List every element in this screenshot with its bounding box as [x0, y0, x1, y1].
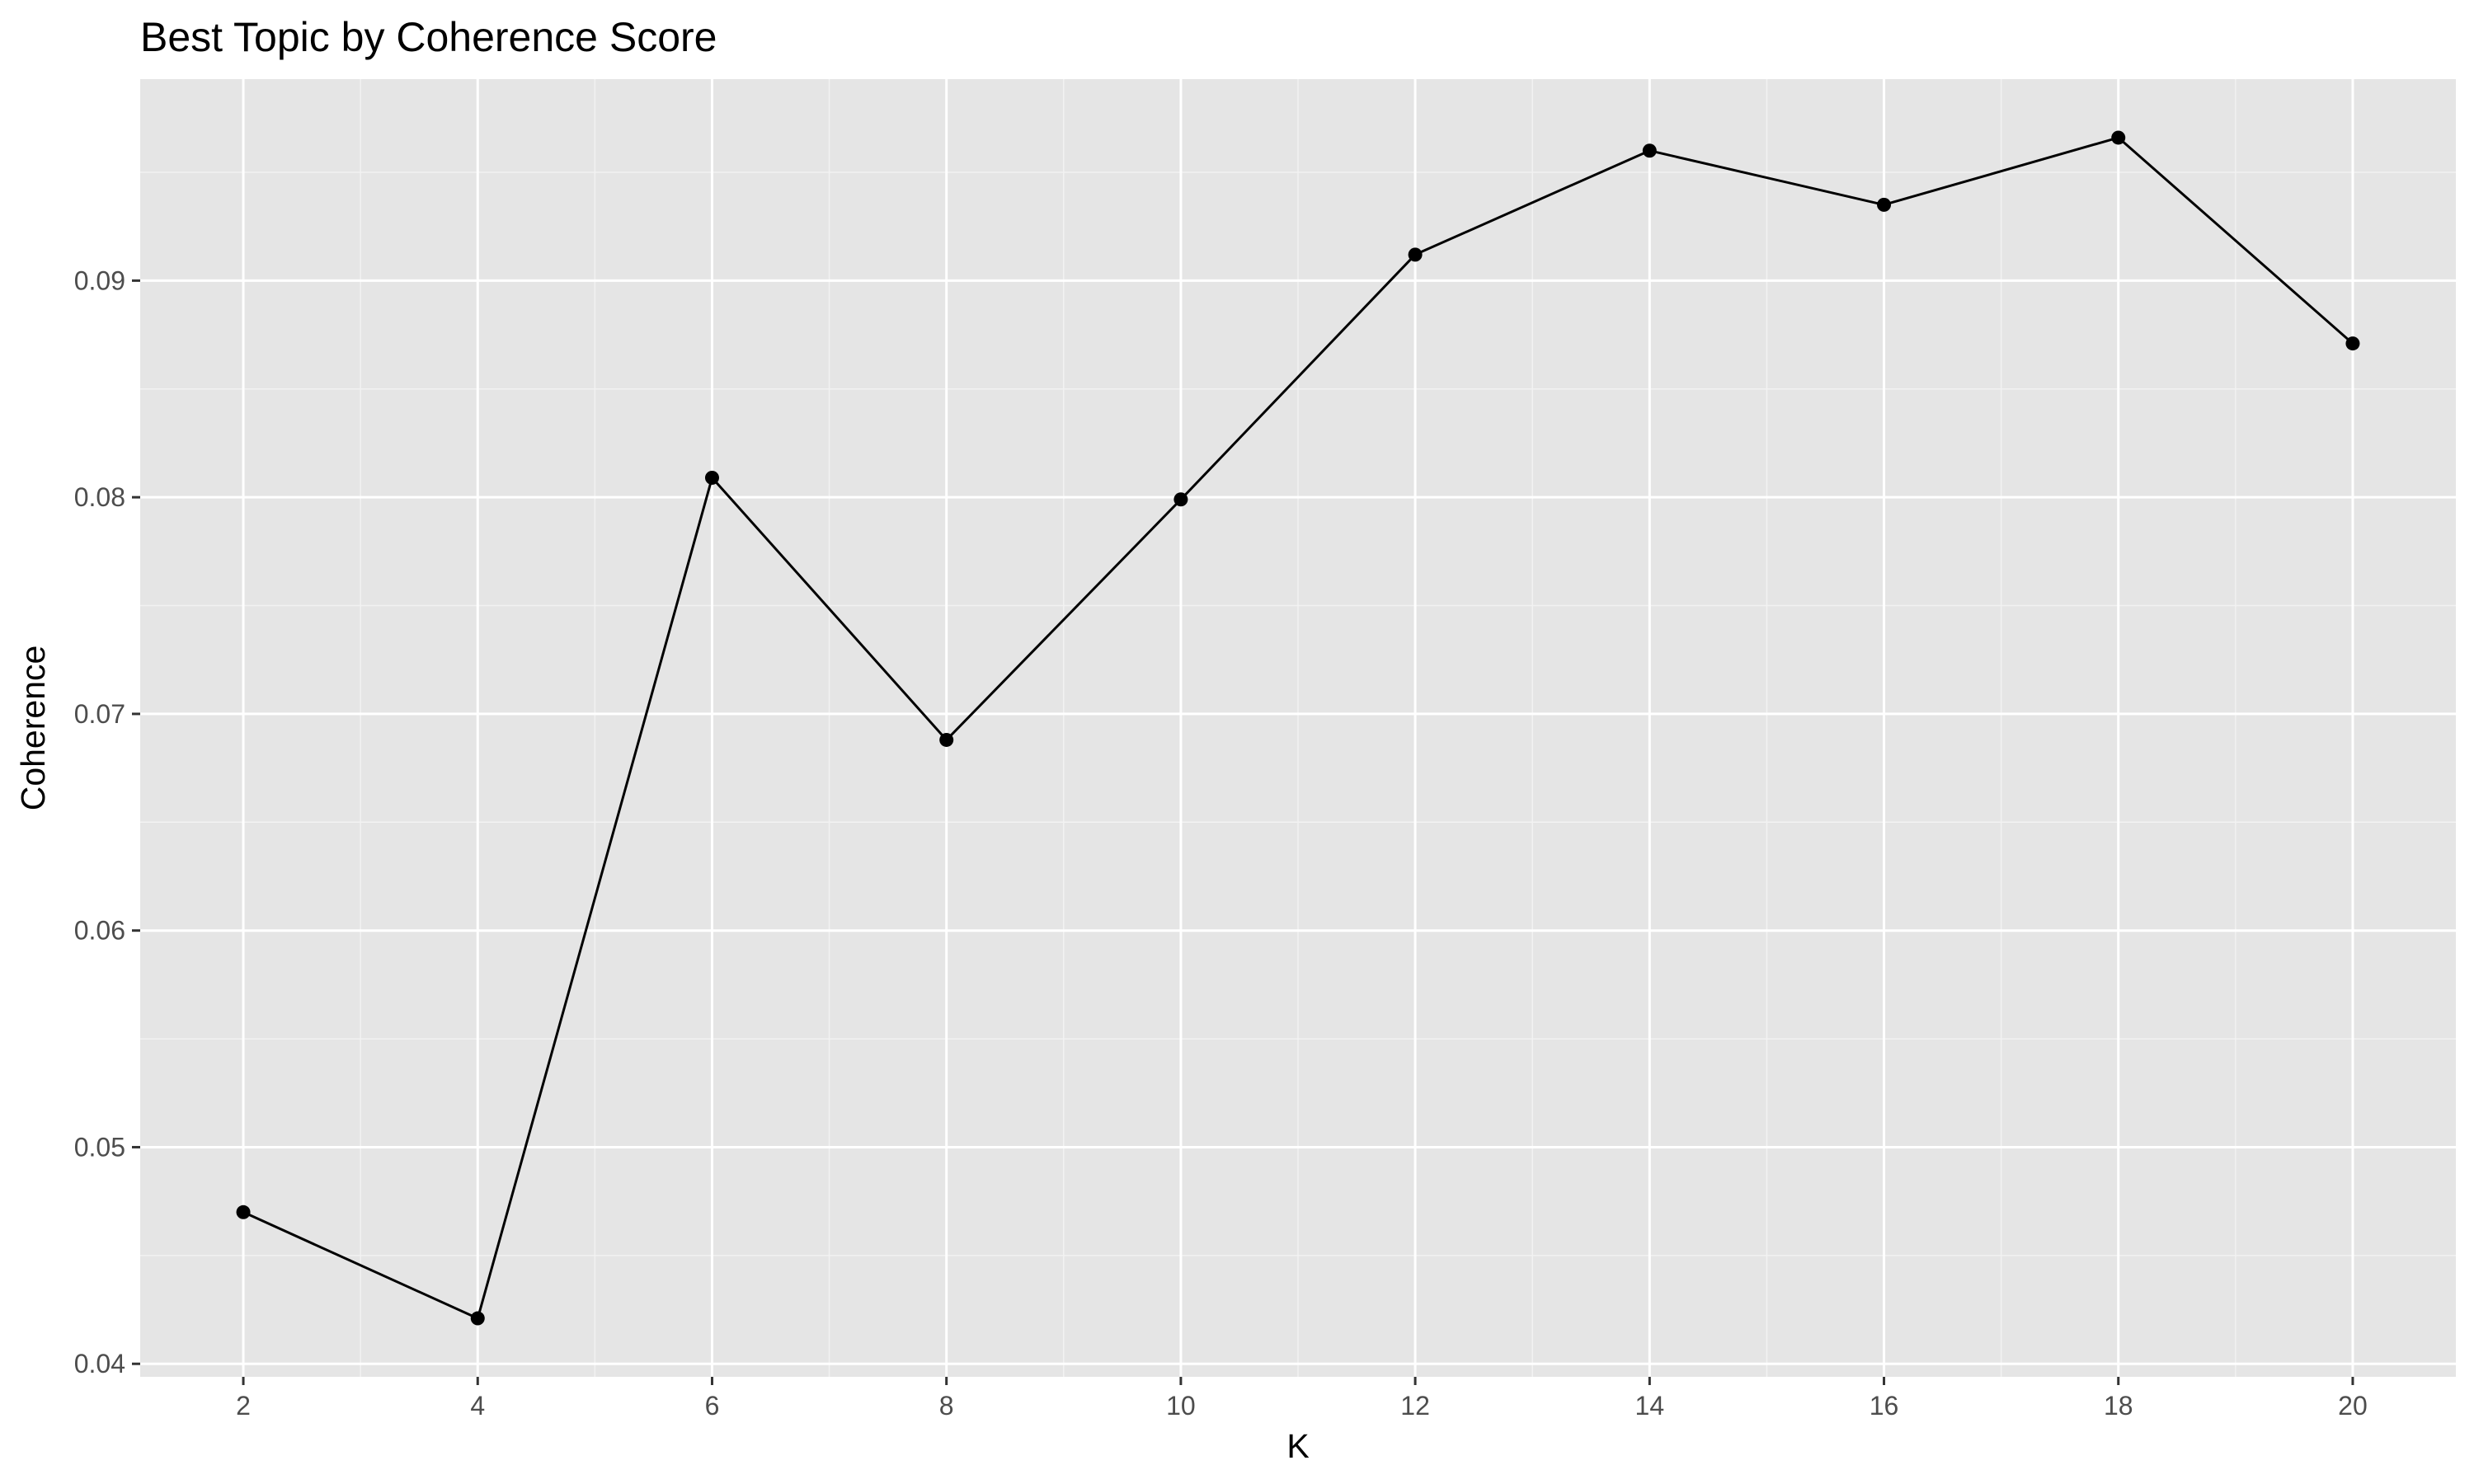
y-tick-label: 0.06	[74, 916, 125, 946]
data-point	[1408, 247, 1423, 262]
x-tick-label: 2	[236, 1391, 251, 1421]
data-point	[1174, 492, 1188, 507]
x-tick-label: 8	[939, 1391, 954, 1421]
y-axis-title: Coherence	[14, 646, 52, 811]
x-tick-label: 14	[1635, 1391, 1665, 1421]
y-tick-label: 0.05	[74, 1132, 125, 1162]
y-tick-label: 0.07	[74, 699, 125, 729]
chart-title: Best Topic by Coherence Score	[140, 14, 717, 60]
data-point	[2111, 130, 2126, 145]
y-tick-label: 0.08	[74, 482, 125, 512]
data-point	[1877, 197, 1892, 212]
data-point	[236, 1205, 251, 1219]
x-axis: 2 4 6 8 10 12 14 16 18 20	[236, 1377, 2368, 1421]
data-point	[939, 732, 954, 747]
data-point	[2345, 336, 2360, 351]
x-tick-label: 20	[2338, 1391, 2368, 1421]
x-tick-label: 16	[1870, 1391, 1899, 1421]
series-layer	[236, 130, 2360, 1326]
x-tick-label: 18	[2104, 1391, 2133, 1421]
series-line	[242, 136, 2354, 1320]
data-point	[1642, 143, 1657, 158]
y-tick-label: 0.09	[74, 265, 125, 295]
x-tick-label: 10	[1166, 1391, 1196, 1421]
x-tick-label: 6	[705, 1391, 720, 1421]
major-gridlines	[140, 79, 2456, 1377]
x-axis-title: K	[1286, 1427, 1309, 1465]
x-tick-label: 4	[470, 1391, 485, 1421]
y-axis: 0.04 0.05 0.06 0.07 0.08 0.09	[74, 265, 140, 1378]
x-tick-label: 12	[1400, 1391, 1430, 1421]
y-tick-label: 0.04	[74, 1349, 125, 1378]
data-point	[470, 1311, 485, 1326]
data-point	[704, 470, 719, 485]
minor-gridlines	[140, 79, 2456, 1377]
